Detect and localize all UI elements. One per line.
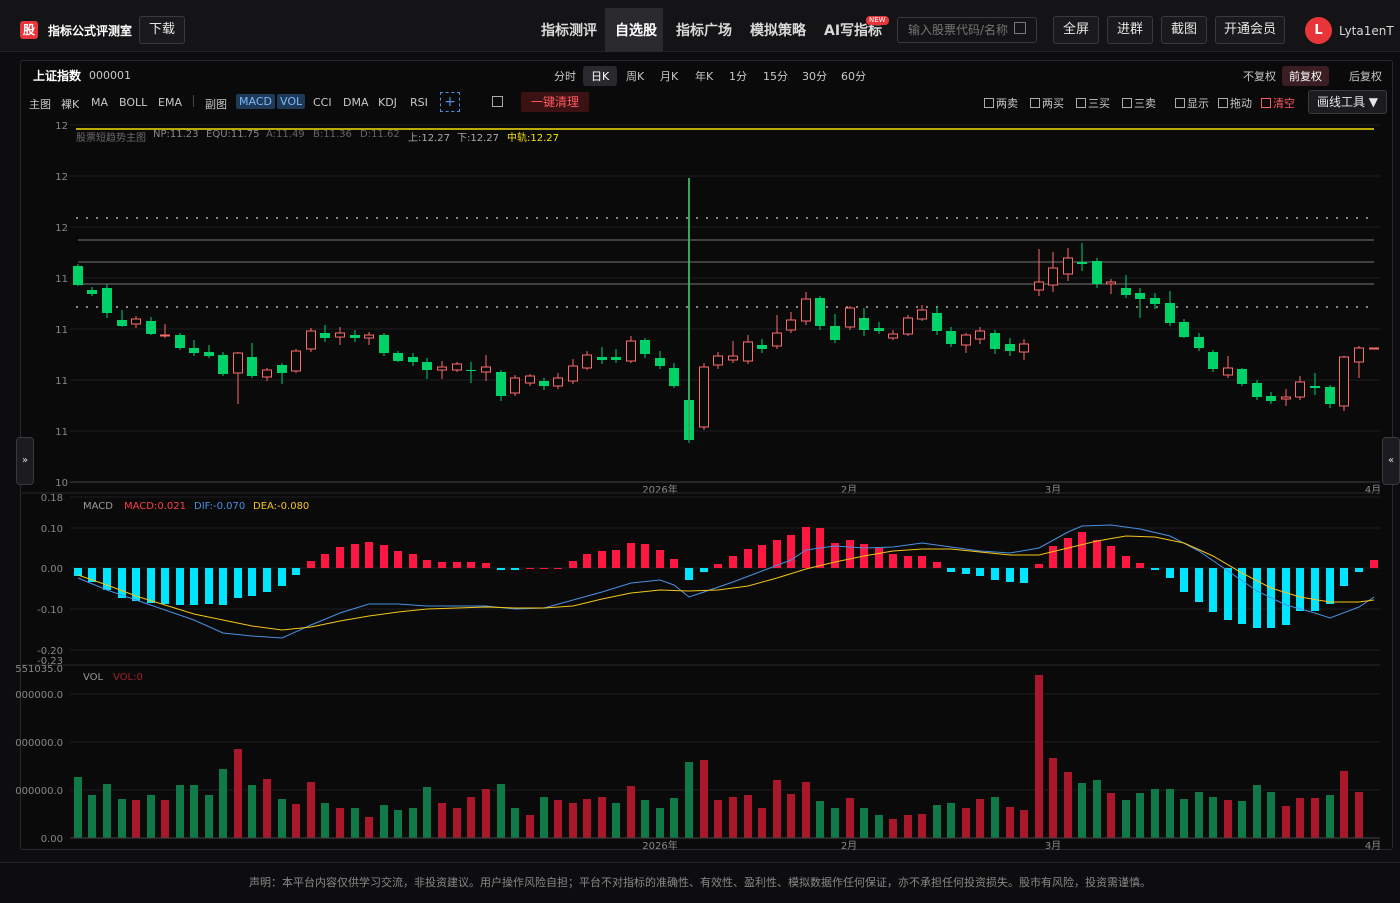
- adjust-tab-0[interactable]: 不复权: [1243, 70, 1276, 83]
- draw-tools-button[interactable]: 画线工具 ▼: [1308, 90, 1387, 114]
- toggle-label: 拖动: [1230, 97, 1252, 110]
- join-group-button[interactable]: 进群: [1107, 16, 1153, 44]
- footer-disclaimer: 声明：本平台内容仅供学习交流，非投资建议。用户操作风险自担；平台不对指标的准确性…: [0, 862, 1400, 900]
- period-tab-2[interactable]: 周K: [626, 70, 645, 83]
- fullscreen-button[interactable]: 全屏: [1053, 16, 1099, 44]
- toggle-label: 两卖: [996, 97, 1018, 110]
- nav-watchlist[interactable]: 自选股: [615, 23, 657, 39]
- sub-ind-0[interactable]: MACD: [236, 94, 275, 109]
- main-ind-0[interactable]: 裸K: [61, 98, 80, 111]
- legend-NP: NP:11.23: [153, 129, 199, 140]
- sub-ind-4[interactable]: KDJ: [378, 96, 397, 109]
- sub-ind-3[interactable]: DMA: [343, 96, 369, 109]
- checkbox-icon[interactable]: [1261, 98, 1271, 108]
- legend-name: 股票短趋势主图: [76, 133, 146, 144]
- toggle-0[interactable]: 两卖: [984, 95, 1018, 111]
- sub-ind-5[interactable]: RSI: [410, 96, 428, 109]
- app-title: 指标公式评测室: [48, 24, 133, 38]
- checkbox-icon[interactable]: [1175, 98, 1185, 108]
- toggle-4[interactable]: 显示: [1175, 95, 1209, 111]
- toggle-3[interactable]: 三卖: [1122, 95, 1156, 111]
- macd-legend-dea_val: DEA:-0.080: [253, 501, 310, 512]
- period-tab-5[interactable]: 1分: [729, 70, 747, 83]
- toggle-label: 三卖: [1134, 97, 1156, 110]
- nav-active-highlight: [605, 8, 663, 52]
- macd-legend-dif_val: DIF:-0.070: [194, 501, 246, 512]
- period-tab-8[interactable]: 60分: [841, 70, 866, 83]
- checkbox-icon[interactable]: [984, 98, 994, 108]
- toggle-label: 三买: [1088, 97, 1110, 110]
- main-indicator-label: 主图: [29, 98, 51, 111]
- legend-D: D:11.62: [360, 129, 400, 140]
- sub-ind-1[interactable]: VOL: [277, 94, 306, 109]
- macd-legend-name: MACD: [83, 501, 113, 512]
- nav-sim-strategy[interactable]: 模拟策略: [750, 23, 806, 39]
- checkbox-icon[interactable]: [1076, 98, 1086, 108]
- vol-legend-val: VOL:0: [113, 672, 143, 683]
- screenshot-button[interactable]: 截图: [1161, 16, 1207, 44]
- toggle-5[interactable]: 拖动: [1218, 95, 1252, 111]
- membership-button[interactable]: 开通会员: [1215, 16, 1285, 44]
- new-badge: NEW: [866, 16, 889, 25]
- box-toggle-icon[interactable]: [492, 96, 503, 107]
- main-ind-2[interactable]: BOLL: [119, 96, 148, 109]
- top-bar: 股 指标公式评测室 下载 指标测评 自选股 指标广场 模拟策略 AI写指标 NE…: [0, 0, 1400, 52]
- period-tab-6[interactable]: 15分: [763, 70, 788, 83]
- nav-ai-indicator[interactable]: AI写指标: [824, 23, 883, 39]
- logo-icon: 股: [20, 21, 38, 39]
- clear-all-button[interactable]: 一键清理: [521, 92, 589, 112]
- toggle-label: 清空: [1273, 97, 1295, 110]
- toggle-6[interactable]: 清空: [1261, 95, 1295, 111]
- sub-ind-2[interactable]: CCI: [313, 96, 332, 109]
- username[interactable]: Lyta1enT: [1339, 24, 1394, 38]
- nav-indicator-plaza[interactable]: 指标广场: [676, 23, 732, 39]
- nav-indicator-eval[interactable]: 指标测评: [541, 23, 597, 39]
- legend-down: 下:12.27: [457, 133, 499, 144]
- toggle-1[interactable]: 两买: [1030, 95, 1064, 111]
- legend-EQU: EQU:11.75: [206, 129, 260, 140]
- left-collapse-icon[interactable]: »: [16, 437, 34, 485]
- checkbox-icon[interactable]: [1030, 98, 1040, 108]
- stock-code: 000001: [89, 69, 131, 82]
- legend-mid: 中轨:12.27: [507, 133, 559, 144]
- checkbox-icon[interactable]: [1122, 98, 1132, 108]
- adjust-tab-2[interactable]: 后复权: [1349, 70, 1382, 83]
- period-tab-7[interactable]: 30分: [802, 70, 827, 83]
- right-expand-icon[interactable]: «: [1382, 437, 1400, 485]
- period-tab-1[interactable]: 日K: [583, 66, 618, 86]
- period-tab-0[interactable]: 分时: [554, 70, 576, 83]
- legend-A: A:11.49: [266, 129, 305, 140]
- main-ind-1[interactable]: MA: [91, 96, 109, 109]
- search-clear-icon[interactable]: [1014, 22, 1026, 34]
- main-ind-3[interactable]: EMA: [158, 96, 182, 109]
- macd-legend-macd_val: MACD:0.021: [124, 501, 186, 512]
- add-indicator-icon[interactable]: +: [440, 92, 460, 112]
- stock-name: 上证指数: [33, 69, 82, 83]
- divider: [193, 95, 194, 107]
- toggle-label: 两买: [1042, 97, 1064, 110]
- legend-B: B:11.36: [313, 129, 352, 140]
- avatar[interactable]: L: [1305, 17, 1332, 44]
- toggle-2[interactable]: 三买: [1076, 95, 1110, 111]
- search-input[interactable]: [897, 17, 1037, 43]
- checkbox-icon[interactable]: [1218, 98, 1228, 108]
- legend-up: 上:12.27: [408, 133, 450, 144]
- sub-indicator-label: 副图: [205, 98, 227, 111]
- download-button[interactable]: 下载: [139, 16, 185, 44]
- vol-legend-name: VOL: [83, 672, 104, 683]
- adjust-tab-1[interactable]: 前复权: [1282, 66, 1329, 86]
- toggle-label: 显示: [1187, 97, 1209, 110]
- chart-panel: [20, 60, 1393, 850]
- period-tab-3[interactable]: 月K: [660, 70, 679, 83]
- period-tab-4[interactable]: 年K: [695, 70, 714, 83]
